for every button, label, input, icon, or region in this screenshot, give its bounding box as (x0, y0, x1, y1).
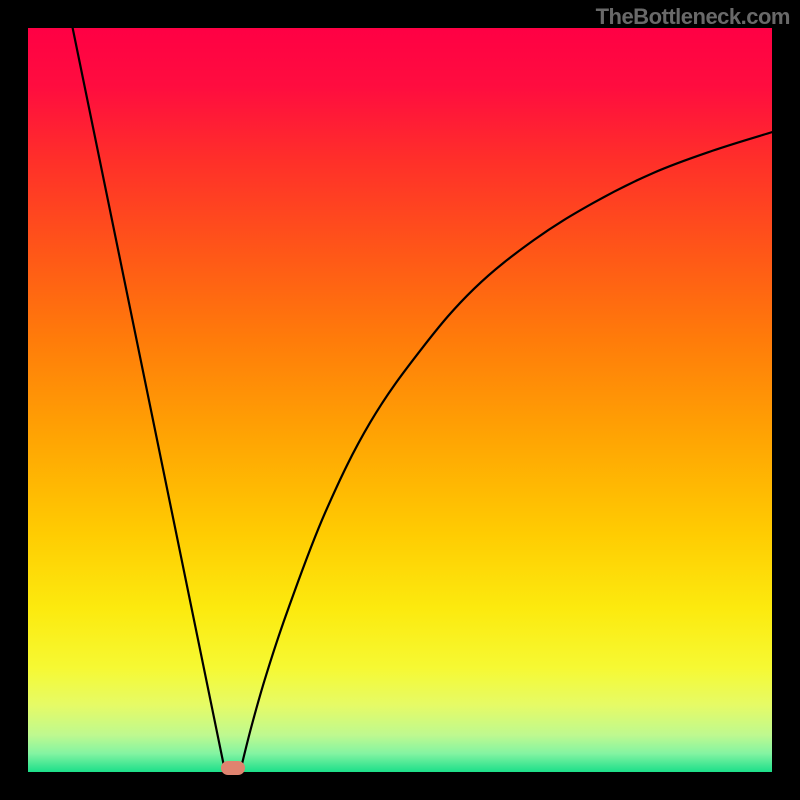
bottleneck-curve (28, 28, 772, 772)
plot-area (28, 28, 772, 772)
optimum-marker (221, 761, 245, 775)
watermark-text: TheBottleneck.com (596, 4, 790, 30)
